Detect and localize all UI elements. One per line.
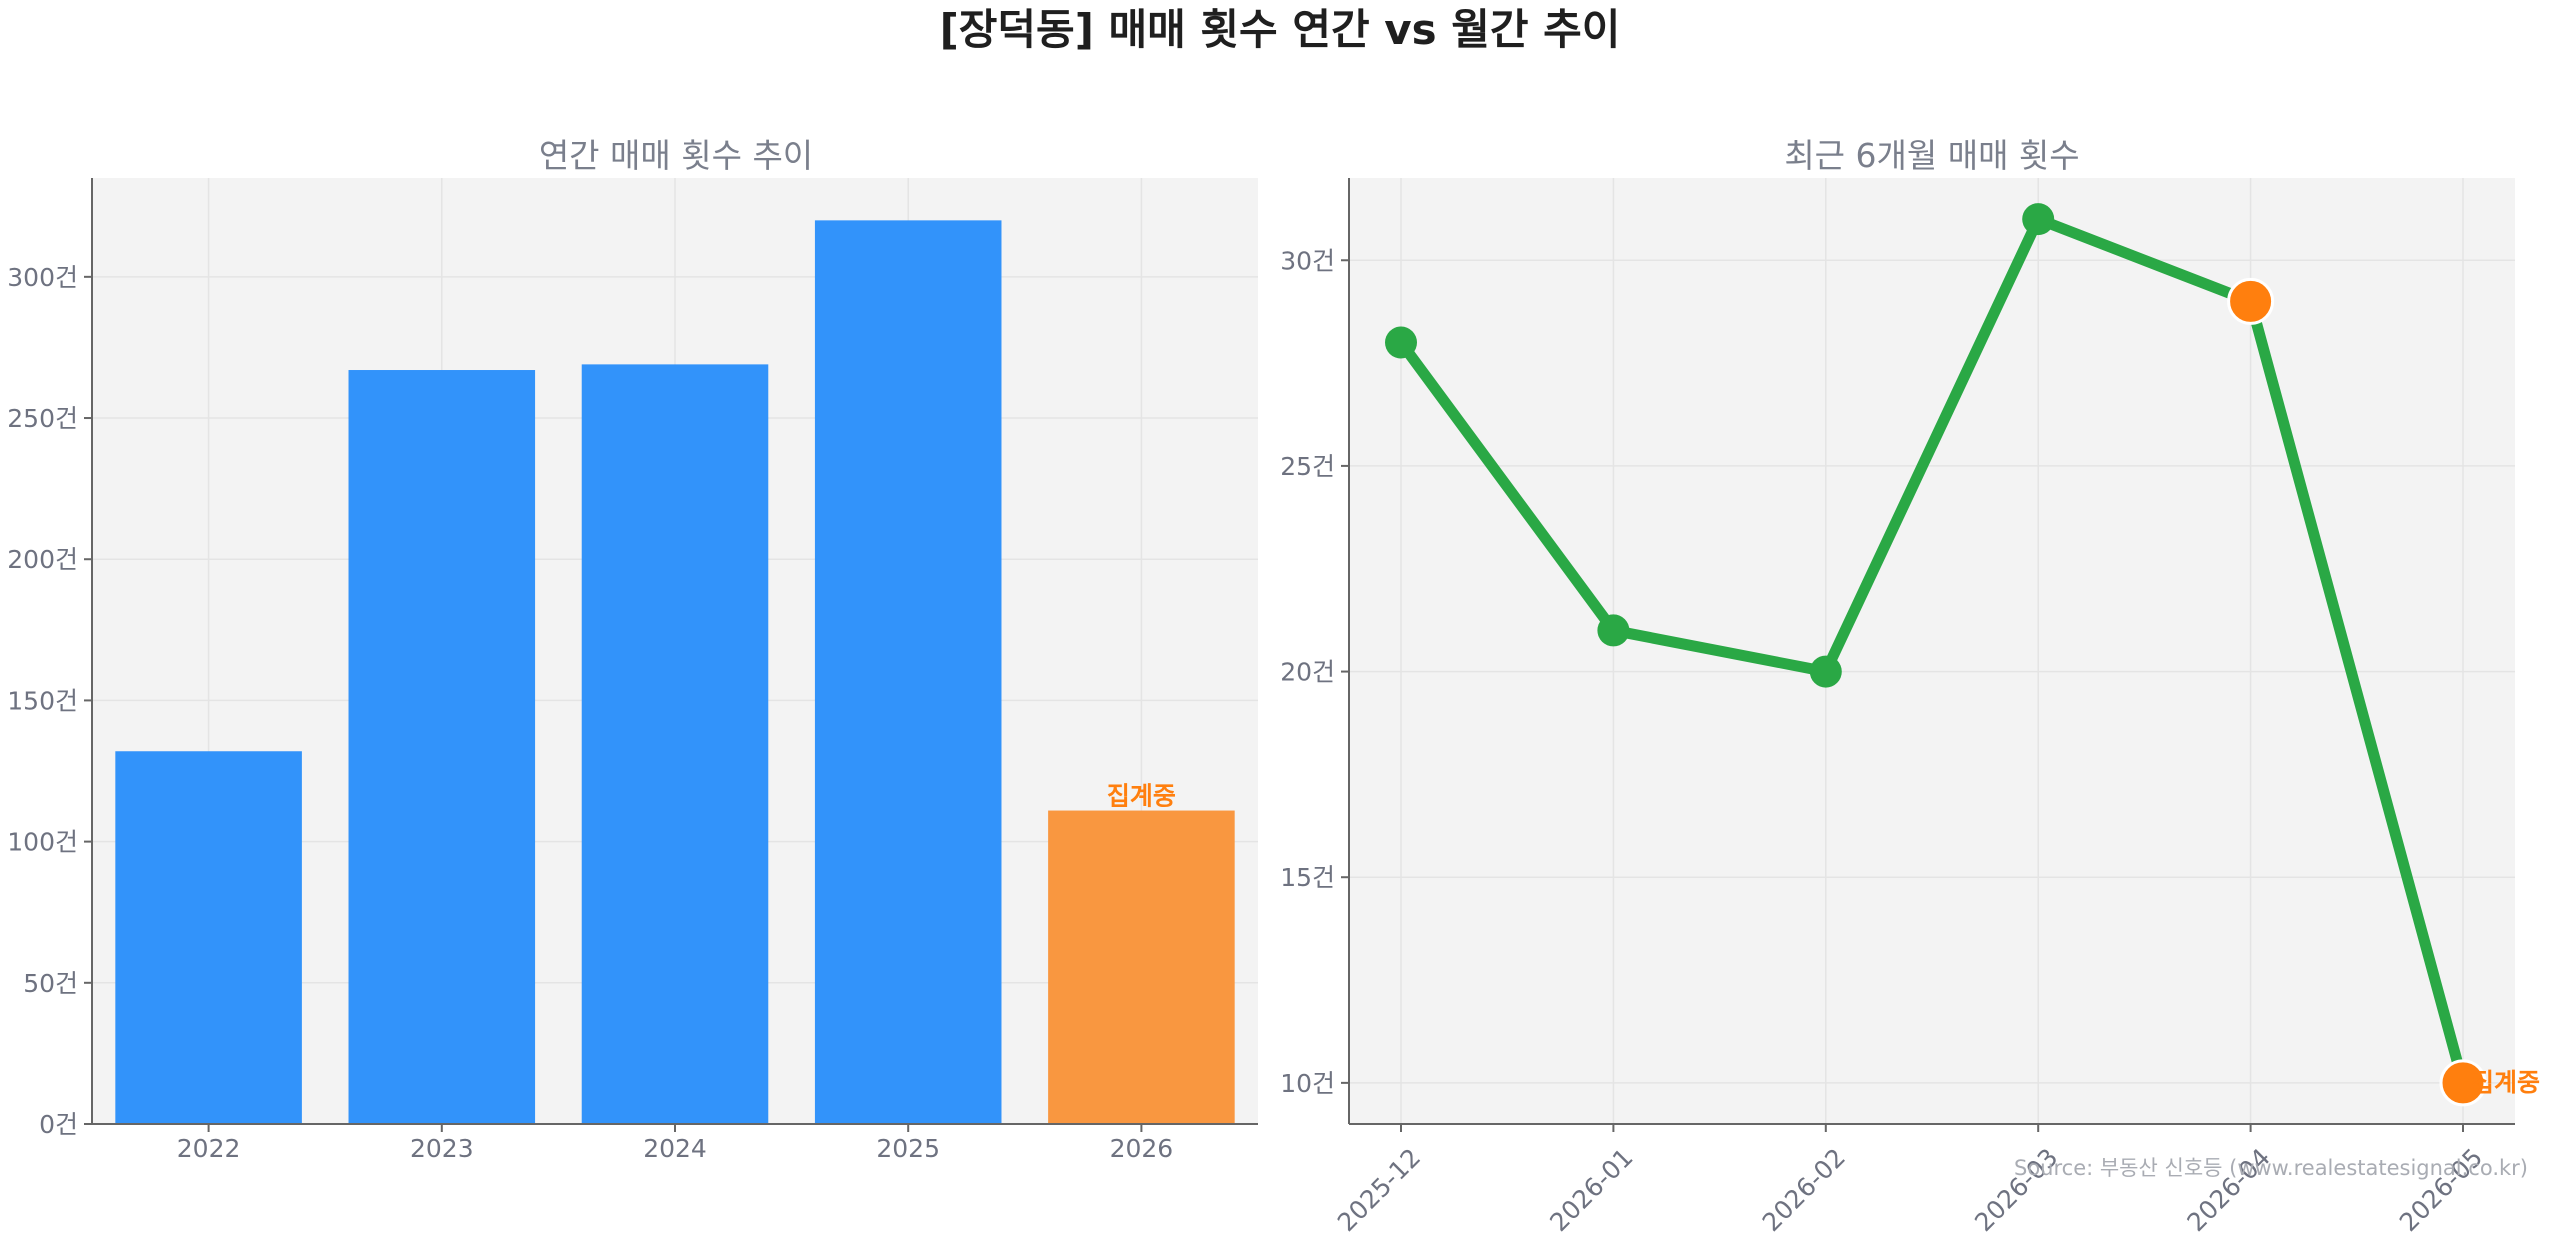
monthly-y-tick-label: 10건 bbox=[1280, 1069, 1335, 1098]
annual-y-tick-label: 300건 bbox=[7, 263, 78, 292]
annual-x-tick-label: 2026 bbox=[1110, 1134, 1174, 1163]
monthly-x-tick-label: 2025-12 bbox=[1332, 1143, 1426, 1235]
annual-y-tick-label: 0건 bbox=[39, 1110, 78, 1139]
highlight-point-marker bbox=[2227, 277, 2275, 325]
annual-x-tick-label: 2022 bbox=[177, 1134, 241, 1163]
annual-y-tick-label: 250건 bbox=[7, 404, 78, 433]
annual-y-tick-label: 50건 bbox=[23, 969, 78, 998]
annual-x-tick-label: 2025 bbox=[876, 1134, 940, 1163]
annual-x-tick-label: 2023 bbox=[410, 1134, 474, 1163]
data-point-marker bbox=[1385, 326, 1417, 359]
monthly-y-tick-label: 30건 bbox=[1280, 246, 1335, 275]
bar bbox=[814, 220, 1002, 1124]
annual-y-tick-label: 150건 bbox=[7, 686, 78, 715]
annual-bar-chart: 연간 매매 횟수 추이 0건 50건 100건 150건 200건 250건 300건 202… bbox=[7, 136, 1258, 1163]
in-progress-annotation: 집계중 bbox=[2471, 1068, 2540, 1097]
monthly-line-chart: 최근 6개월 매매 횟수 10건 15건 20건 25건 30건 2025-12 2026-… bbox=[1280, 136, 2540, 1235]
monthly-x-tick-label: 2026-02 bbox=[1757, 1143, 1851, 1235]
highlight-point-marker bbox=[2439, 1059, 2487, 1107]
data-point-marker bbox=[1809, 655, 1842, 688]
bar bbox=[348, 370, 536, 1124]
monthly-y-tick-label: 15건 bbox=[1280, 863, 1335, 892]
bar-in-progress bbox=[1048, 810, 1235, 1124]
monthly-x-tick-label: 2026-01 bbox=[1544, 1143, 1638, 1235]
bar bbox=[115, 751, 302, 1124]
in-progress-annotation: 집계중 bbox=[1107, 782, 1176, 811]
monthly-plot-area bbox=[1349, 178, 2515, 1124]
monthly-series-line bbox=[1395, 213, 2469, 1089]
monthly-chart-title: 최근 6개월 매매 횟수 bbox=[1784, 136, 2079, 175]
monthly-y-tick-label: 20건 bbox=[1280, 658, 1335, 687]
data-point-marker bbox=[1597, 614, 1630, 647]
figure-title: [장덕동] 매매 횟수 연간 vs 월간 추이 bbox=[940, 5, 1621, 54]
annual-x-tick-label: 2024 bbox=[643, 1134, 707, 1163]
monthly-y-tick-label: 25건 bbox=[1280, 452, 1335, 481]
annual-y-tick-label: 200건 bbox=[7, 545, 78, 574]
data-point-marker bbox=[2022, 203, 2055, 236]
source-credit: Source: 부동산 신호등 (www.realestatesignal.co… bbox=[2014, 1156, 2528, 1180]
annual-y-tick-label: 100건 bbox=[7, 828, 78, 857]
annual-chart-title: 연간 매매 횟수 추이 bbox=[539, 136, 813, 175]
bar bbox=[581, 364, 769, 1125]
